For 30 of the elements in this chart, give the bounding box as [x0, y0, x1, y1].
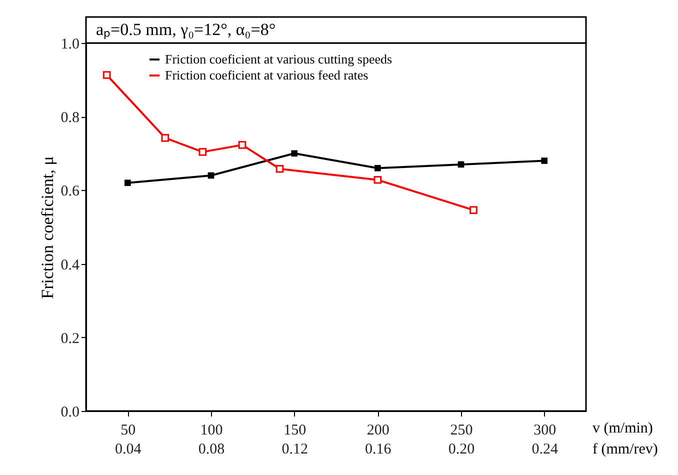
x-tick-label: 200: [366, 422, 390, 438]
x-tick-label: 100: [200, 422, 223, 438]
y-tick-label: 1.0: [60, 36, 80, 52]
point: [291, 150, 298, 157]
y-tick-label: 0.2: [60, 330, 80, 347]
x2-tick-label: 0.20: [448, 442, 475, 458]
y-tick-label: 0.0: [60, 404, 80, 420]
legend-label: Friction coeficient at various feed rates: [165, 68, 368, 82]
x-tick-label: 300: [534, 422, 556, 438]
point: [458, 161, 464, 168]
y-tick-label: 0.6: [60, 184, 80, 200]
y-tick-label: 0.4: [60, 257, 80, 274]
x-tick-label: 250: [450, 422, 473, 438]
legend-label: Friction coeficient at various cutting speeds: [165, 52, 392, 66]
x2-tick-label: 0.12: [282, 442, 308, 458]
x-axis-title: v (m/min): [592, 420, 653, 436]
x2-tick-label: 0.24: [532, 442, 558, 458]
x-tick-label: 50: [120, 422, 136, 438]
point: [541, 158, 548, 164]
x2-tick-label: 0.08: [198, 442, 225, 458]
y-axis-title: Friction coeficient, μ: [38, 156, 57, 299]
y-tick-label: 0.8: [60, 110, 80, 126]
x2-tick-label: 0.04: [115, 442, 142, 458]
point: [208, 172, 214, 179]
point: [374, 164, 381, 172]
x-tick-label: 150: [284, 422, 306, 438]
chart-title: aₚ=0.5 mm, γ₀=12°, α₀=8°: [96, 20, 276, 40]
point: [124, 180, 131, 186]
x2-tick-label: 0.16: [365, 442, 392, 458]
x2-axis-title: f (mm/rev): [592, 442, 658, 458]
